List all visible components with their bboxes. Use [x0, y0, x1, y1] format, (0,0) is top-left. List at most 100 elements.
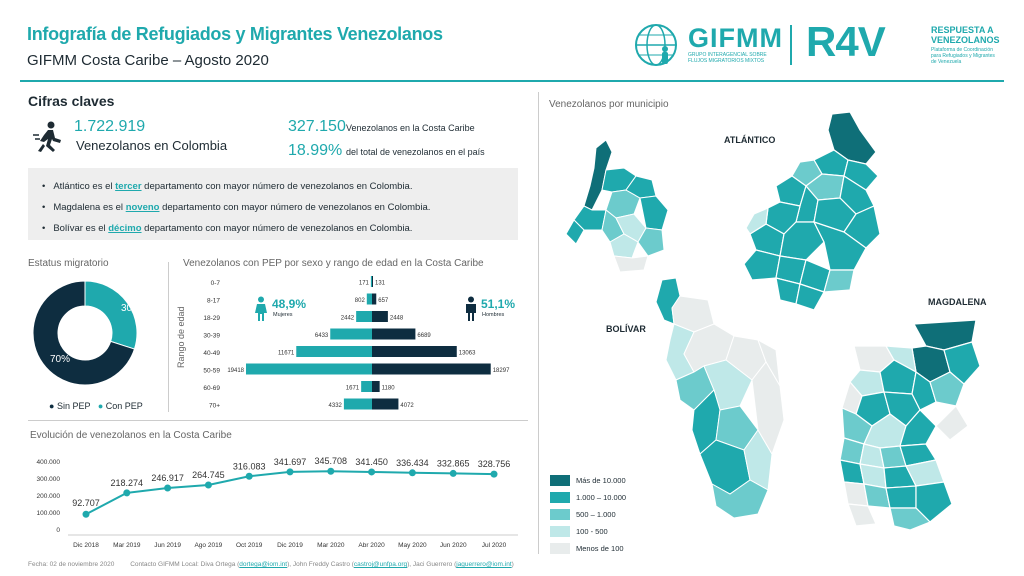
legend-item: Menos de 100 [550, 540, 626, 557]
legend-swatch [550, 526, 570, 537]
pyramid-bar-women [343, 398, 372, 410]
contact-email-3[interactable]: jaguerrero@iom.int [456, 561, 512, 568]
legend-con-pep: Con PEP [105, 401, 143, 411]
pyramid-bar-women [356, 311, 372, 322]
pyramid-age-label: 70+ [209, 403, 220, 410]
line-data-label: 246.917 [151, 473, 184, 483]
map-legend: Más de 10.000 1.000 – 10.000 500 – 1.000… [550, 472, 626, 557]
line-xtick-label: Dic 2019 [277, 542, 303, 549]
pyramid-bar-men [372, 293, 377, 305]
r4v-logo-subtitle: Plataforma de Coordinación para Refugiad… [931, 47, 995, 65]
key-fact-magdalena: Magdalena es el noveno departamento con … [42, 197, 518, 218]
line-point [245, 472, 253, 480]
header-divider [20, 80, 1004, 82]
pyramid-bar-men [372, 398, 399, 410]
line-ytick-label: 200.000 [37, 493, 61, 500]
contact-email-2[interactable]: castroj@unfpa.org [353, 561, 408, 568]
logo-divider [790, 25, 792, 65]
pyramid-bar-women [296, 346, 372, 357]
line-data-label: 264.745 [192, 470, 225, 480]
line-data-label: 336.434 [396, 458, 429, 468]
legend-swatch [550, 543, 570, 554]
costa-caribe-label: Venezolanos en la Costa Caribe [346, 123, 475, 133]
legend-item: 100 - 500 [550, 523, 626, 540]
woman-icon [255, 296, 267, 321]
pyramid-age-label: 30-39 [203, 333, 220, 340]
pyramid-bar-women [246, 363, 372, 375]
pyramid-bar-men [372, 363, 491, 375]
map-label-atlantico: ATLÁNTICO [724, 135, 775, 145]
pyramid-value-women: 19418 [227, 368, 244, 374]
line-data-label: 218.274 [111, 478, 144, 488]
line-ytick-label: 100.000 [37, 510, 61, 517]
line-xtick-label: Dic 2018 [73, 542, 99, 549]
pyramid-value-men: 1180 [382, 386, 396, 392]
line-xtick-label: Mar 2020 [317, 542, 345, 549]
man-icon [466, 296, 476, 321]
total-colombia-label: Venezolanos en Colombia [76, 138, 228, 153]
pyramid-bar-women [370, 276, 372, 287]
women-pct: 48,9% [272, 297, 307, 311]
contact-email-1[interactable]: dortega@iom.int [239, 561, 288, 568]
status-divider [168, 262, 169, 412]
r4v-logo: R4V [806, 18, 886, 65]
key-fact-bolivar: Bolívar es el décimo departamento con ma… [42, 218, 518, 239]
pyramid-age-label: 18-29 [203, 315, 220, 322]
line-data-label: 332.865 [437, 458, 470, 468]
line-point [286, 468, 294, 476]
legend-swatch [550, 492, 570, 503]
line-point [204, 481, 212, 489]
pyramid-bar-women [366, 293, 372, 305]
line-point [368, 468, 376, 476]
line-data-label: 345.708 [315, 456, 348, 466]
legend-item: Más de 10.000 [550, 472, 626, 489]
evolution-line-chart: 0 100.000 200.000 300.000 400.000 92.707 Dic 2… [37, 456, 518, 549]
pyramid-age-label: 0-7 [211, 280, 221, 287]
legend-sin-pep: Sin PEP [56, 401, 91, 411]
municipality-map: ATLÁNTICO MAGDALENA BOLÍVAR [565, 111, 987, 531]
rank-link-tercer[interactable]: tercer [115, 181, 142, 192]
pyramid-value-women: 6433 [315, 333, 329, 339]
footer-date: Fecha: 02 de noviembre 2020 [28, 561, 115, 568]
pyramid-value-men: 13063 [459, 351, 476, 357]
gifmm-logo: GIFMM [688, 23, 783, 53]
magdalena-large-region [839, 319, 981, 531]
page-subtitle: GIFMM Costa Caribe – Agosto 2020 [27, 52, 269, 69]
pyramid-bar-women [330, 328, 372, 340]
line-xtick-label: Jun 2020 [440, 542, 467, 549]
footer: Fecha: 02 de noviembre 2020 Contacto GIF… [28, 561, 514, 568]
line-point [449, 469, 457, 477]
pyramid-bar-women [361, 381, 372, 392]
line-xtick-label: Abr 2020 [358, 542, 385, 549]
legend-item: 1.000 – 10.000 [550, 489, 626, 506]
legend-dot-con-pep: ● [97, 401, 104, 411]
page-title: Infografía de Refugiados y Migrantes Ven… [27, 24, 443, 44]
status-donut-chart: 30% 70% [32, 280, 140, 386]
line-xtick-label: Jul 2020 [482, 542, 507, 549]
pyramid-chart: 0-7 171 131 8-17 802 657 18-29 2442 2448 30-39 643… [203, 276, 510, 410]
r4v-logo-title: RESPUESTA A VENEZOLANOS [931, 25, 1000, 45]
men-label: Hombres [482, 312, 505, 318]
rank-link-noveno[interactable]: noveno [125, 202, 160, 213]
pct-pais-value: 18.99% [288, 142, 343, 159]
rank-link-decimo[interactable]: décimo [108, 223, 142, 234]
legend-dot-sin-pep: ● [49, 401, 55, 411]
atlantico-small-region [565, 139, 669, 273]
gifmm-logo-subtitle: GRUPO INTERAGENCIAL SOBRE FLUJOS MIGRATO… [688, 52, 767, 64]
line-point [408, 469, 416, 477]
column-divider [538, 92, 539, 554]
line-ytick-label: 400.000 [37, 459, 61, 466]
costa-caribe-value: 327.150 [288, 118, 346, 135]
line-ytick-label: 0 [56, 527, 60, 534]
line-data-label: 341.450 [355, 457, 388, 467]
line-point [123, 489, 131, 497]
line-xtick-label: May 2020 [398, 542, 427, 549]
key-facts-list: Atlántico es el tercer departamento con … [28, 168, 518, 240]
line-point [327, 467, 335, 475]
pyramid-value-men: 2448 [390, 316, 404, 322]
line-point [490, 470, 498, 478]
key-fact-atlantico: Atlántico es el tercer departamento con … [42, 176, 518, 197]
pyramid-title: Venezolanos con PEP por sexo y rango de … [183, 258, 484, 269]
pyramid-value-men: 657 [378, 298, 389, 304]
pyramid-ylabel: Rango de edad [176, 306, 186, 368]
